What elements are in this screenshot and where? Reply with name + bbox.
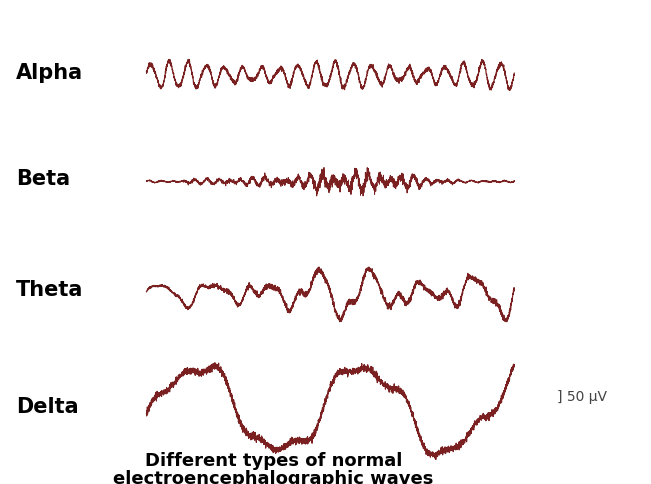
Text: Theta: Theta [16, 280, 83, 301]
Text: electroencephalographic waves: electroencephalographic waves [113, 470, 434, 484]
Text: Different types of normal: Different types of normal [145, 452, 402, 470]
Text: ] 50 μV: ] 50 μV [557, 390, 607, 404]
Text: Alpha: Alpha [16, 62, 83, 83]
Text: Beta: Beta [16, 169, 70, 189]
Text: Delta: Delta [16, 396, 79, 417]
